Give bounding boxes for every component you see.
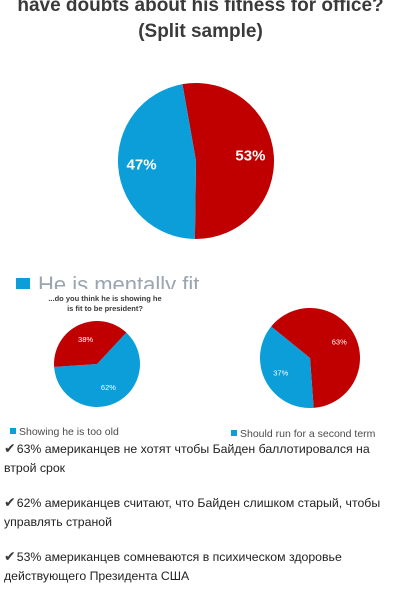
pie-2-label-2: 38% (78, 335, 93, 344)
legend-2-swatch (10, 428, 16, 434)
pie-2-label-1: 62% (101, 383, 116, 392)
pie-3-label-1: 63% (332, 338, 347, 347)
pie-3-slice-1 (271, 308, 360, 408)
legend-1: He is mentally fit (16, 272, 276, 289)
pie-1-slice-2 (117, 84, 196, 239)
checkmark-icon: ✔ (4, 549, 16, 565)
pie-2-slice-2 (54, 321, 127, 367)
pie-1-slice-1 (182, 83, 274, 240)
chart-2-title: ...do you think he is showing he is fit … (0, 294, 210, 314)
pie-1-label-2: 47% (127, 156, 157, 173)
checkmark-icon: ✔ (4, 441, 16, 457)
legend-2-label: Showing he is too old (19, 426, 119, 438)
legend-3-label: Should run for a second term (240, 428, 376, 440)
chart-1-title-line-2: (Split sample) (138, 21, 263, 42)
bullet-text-3: 53% американцев сомневаются в психическо… (4, 550, 342, 583)
chart-2-title-line-2: is fit to be president? (67, 304, 143, 313)
pie-chart-fitness: 53% 47% (117, 83, 274, 240)
pie-3-slice-2 (259, 326, 314, 408)
legend-3: Should run for a second term (231, 428, 375, 440)
legend-3-swatch (231, 430, 237, 436)
bullet-item-2: ✔62% американцев считают, что Байден сли… (4, 494, 401, 531)
checkmark-icon: ✔ (4, 495, 16, 511)
pie-1-label-1: 53% (235, 148, 265, 165)
bullet-item-3: ✔53% американцев сомневаются в психическ… (4, 548, 401, 585)
chart-2-title-line-1: ...do you think he is showing he (48, 294, 162, 303)
bullet-item-1: ✔63% американцев не хотят чтобы Байден б… (4, 440, 401, 477)
bullet-list: ✔63% американцев не хотят чтобы Байден б… (4, 440, 401, 602)
pie-chart-too-old: 62% 38% 63% 37% (54, 308, 360, 408)
bullet-text-1: 63% американцев не хотят чтобы Байден ба… (4, 442, 370, 475)
bullet-text-2: 62% американцев считают, что Байден слиш… (4, 496, 381, 529)
chart-1-title: have doubts about his fitness for office… (0, 0, 401, 45)
legend-2: Showing he is too old (10, 426, 119, 438)
pie-3-label-2: 37% (273, 368, 288, 377)
legend-1-swatch (16, 278, 30, 289)
legend-1-label: He is mentally fit (38, 272, 200, 289)
pie-2-slice-1 (54, 332, 140, 407)
chart-1-title-line-1: have doubts about his fitness for office… (17, 0, 384, 16)
